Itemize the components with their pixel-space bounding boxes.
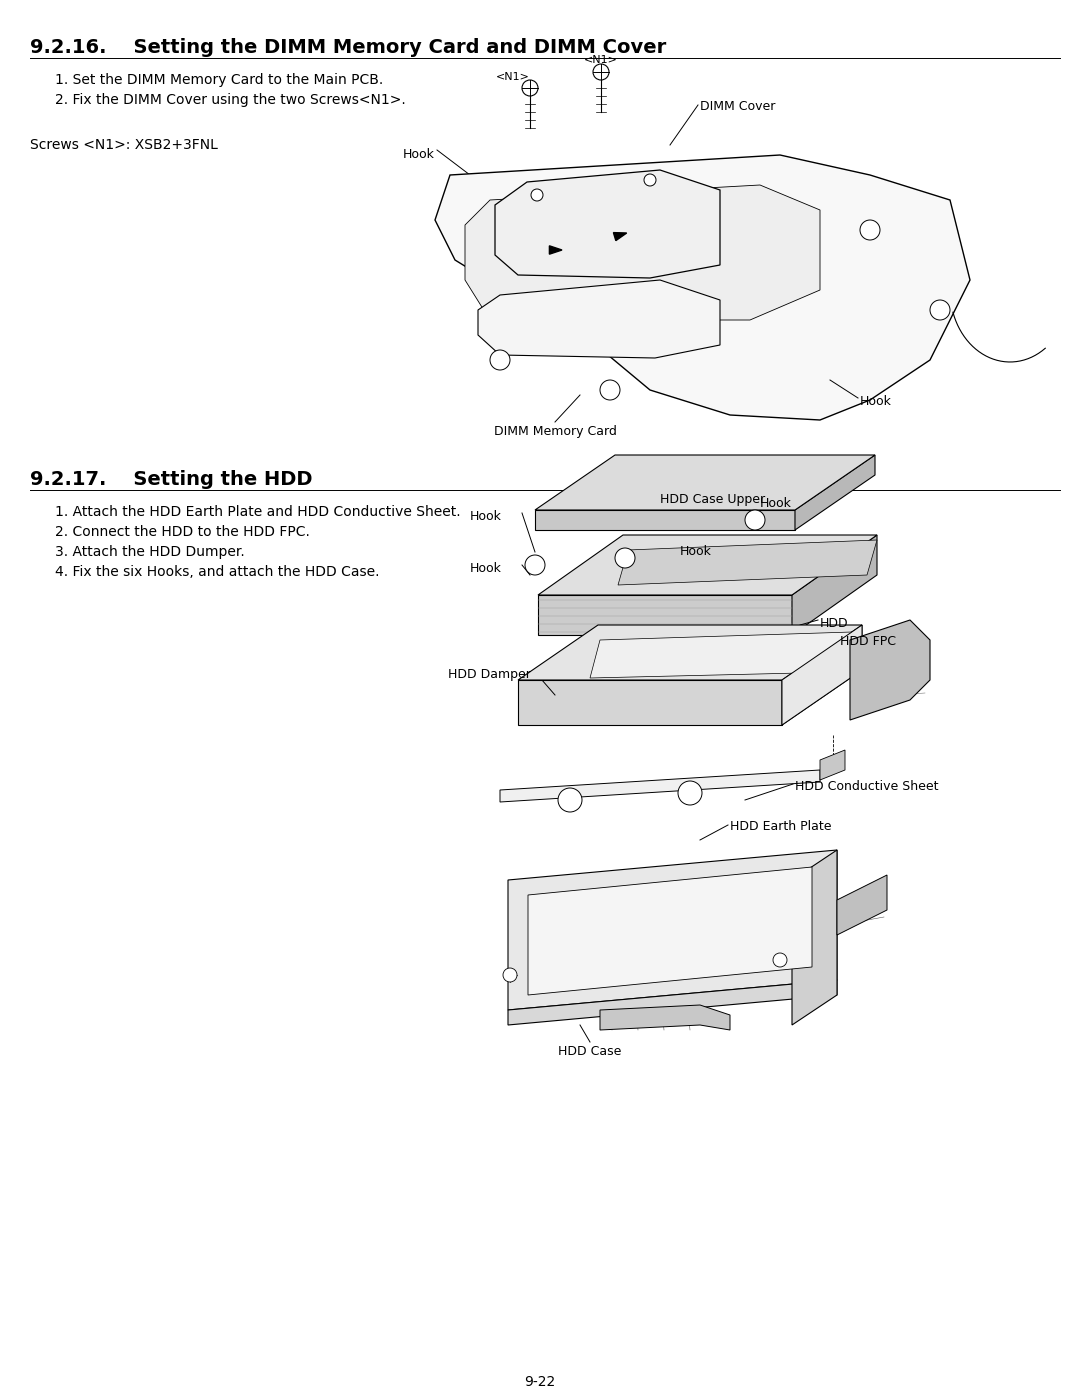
Polygon shape xyxy=(538,595,792,636)
Circle shape xyxy=(678,781,702,805)
Polygon shape xyxy=(782,624,862,725)
Text: 1. Attach the HDD Earth Plate and HDD Conductive Sheet.: 1. Attach the HDD Earth Plate and HDD Co… xyxy=(55,504,461,520)
Text: 4. Fix the six Hooks, and attach the HDD Case.: 4. Fix the six Hooks, and attach the HDD… xyxy=(55,564,379,578)
Polygon shape xyxy=(518,624,862,680)
Circle shape xyxy=(615,548,635,569)
Text: HDD: HDD xyxy=(820,617,849,630)
Text: <N1>: <N1> xyxy=(496,73,530,82)
Circle shape xyxy=(745,510,765,529)
Text: Hook: Hook xyxy=(860,395,892,408)
Text: Hook: Hook xyxy=(760,497,792,510)
Polygon shape xyxy=(508,849,837,1010)
Polygon shape xyxy=(590,631,852,678)
Circle shape xyxy=(503,968,517,982)
Text: Hook: Hook xyxy=(680,545,712,557)
Text: Hook: Hook xyxy=(403,148,435,161)
Circle shape xyxy=(490,351,510,370)
Polygon shape xyxy=(465,184,820,320)
Text: HDD Damper: HDD Damper xyxy=(448,668,531,680)
Text: 2. Connect the HDD to the HDD FPC.: 2. Connect the HDD to the HDD FPC. xyxy=(55,525,310,539)
Polygon shape xyxy=(535,455,875,510)
Text: HDD Earth Plate: HDD Earth Plate xyxy=(730,820,832,833)
Text: HDD Case Upper: HDD Case Upper xyxy=(660,493,765,506)
Polygon shape xyxy=(792,535,877,636)
Circle shape xyxy=(773,953,787,967)
Polygon shape xyxy=(435,155,970,420)
Text: 2. Fix the DIMM Cover using the two Screws<N1>.: 2. Fix the DIMM Cover using the two Scre… xyxy=(55,94,406,108)
Text: Screws <N1>: XSB2+3FNL: Screws <N1>: XSB2+3FNL xyxy=(30,138,218,152)
Text: 9.2.17.    Setting the HDD: 9.2.17. Setting the HDD xyxy=(30,469,312,489)
Text: 9.2.16.    Setting the DIMM Memory Card and DIMM Cover: 9.2.16. Setting the DIMM Memory Card and… xyxy=(30,38,666,57)
Polygon shape xyxy=(495,170,720,278)
Text: DIMM Memory Card: DIMM Memory Card xyxy=(494,425,617,439)
Polygon shape xyxy=(508,981,837,1025)
Text: HDD FPC: HDD FPC xyxy=(840,636,896,648)
Polygon shape xyxy=(518,680,782,725)
Text: 3. Attach the HDD Dumper.: 3. Attach the HDD Dumper. xyxy=(55,545,245,559)
Polygon shape xyxy=(550,246,562,254)
Polygon shape xyxy=(782,624,862,725)
Circle shape xyxy=(860,219,880,240)
Circle shape xyxy=(600,380,620,400)
Text: Hook: Hook xyxy=(470,510,502,522)
Polygon shape xyxy=(528,868,812,995)
Text: <N1>: <N1> xyxy=(584,54,618,66)
Polygon shape xyxy=(600,1004,730,1030)
Circle shape xyxy=(930,300,950,320)
Polygon shape xyxy=(478,279,720,358)
Text: Hook: Hook xyxy=(470,562,502,576)
Polygon shape xyxy=(795,455,875,529)
Text: HDD Conductive Sheet: HDD Conductive Sheet xyxy=(795,780,939,793)
Circle shape xyxy=(525,555,545,576)
Circle shape xyxy=(558,788,582,812)
Polygon shape xyxy=(837,875,887,935)
Polygon shape xyxy=(538,535,877,595)
Polygon shape xyxy=(613,232,626,240)
Text: HDD Case: HDD Case xyxy=(558,1045,622,1058)
Polygon shape xyxy=(535,510,795,529)
Circle shape xyxy=(644,175,656,186)
Circle shape xyxy=(531,189,543,201)
Polygon shape xyxy=(618,541,877,585)
Text: 9-22: 9-22 xyxy=(525,1375,555,1389)
Polygon shape xyxy=(850,620,930,719)
Text: DIMM Cover: DIMM Cover xyxy=(700,101,775,113)
Polygon shape xyxy=(820,750,845,780)
Text: 1. Set the DIMM Memory Card to the Main PCB.: 1. Set the DIMM Memory Card to the Main … xyxy=(55,73,383,87)
Polygon shape xyxy=(792,849,837,1025)
Polygon shape xyxy=(500,770,820,802)
